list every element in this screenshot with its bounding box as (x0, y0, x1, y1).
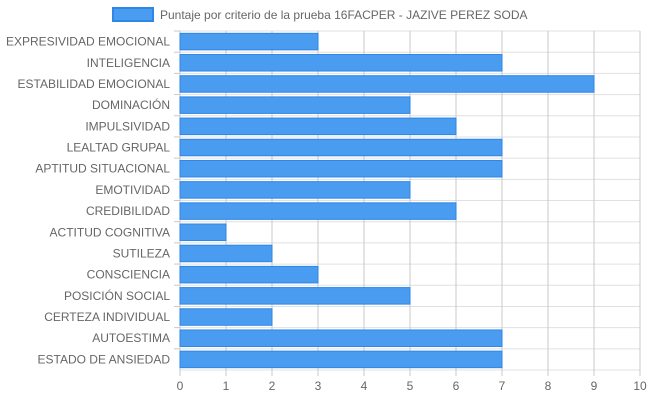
bar[interactable] (179, 117, 457, 136)
category-label: DOMINACIÓN (92, 97, 170, 112)
legend-swatch (112, 7, 154, 22)
category-label: EMOTIVIDAD (95, 183, 170, 197)
category-label: APTITUD SITUACIONAL (35, 162, 170, 176)
category-label: ESTABILIDAD EMOCIONAL (18, 77, 171, 91)
bars (179, 32, 595, 369)
bar[interactable] (179, 75, 595, 93)
category-label: CREDIBILIDAD (86, 204, 170, 218)
bar[interactable] (179, 138, 503, 157)
bar[interactable] (179, 32, 319, 51)
y-axis-labels: EXPRESIVIDAD EMOCIONAL INTELIGENCIA ESTABI… (6, 35, 170, 367)
category-label: CONSCIENCIA (87, 268, 170, 282)
x-tick-label: 0 (177, 379, 184, 393)
x-tick-label: 7 (499, 379, 506, 393)
x-axis-labels: 0 1 2 3 4 5 6 7 8 9 10 (177, 379, 647, 393)
category-label: ACTITUD COGNITIVA (50, 225, 170, 239)
x-tick-label: 2 (269, 379, 276, 393)
legend[interactable]: Puntaje por criterio de la prueba 16FACP… (112, 7, 528, 22)
bar[interactable] (179, 350, 503, 369)
category-label: INTELIGENCIA (87, 56, 170, 70)
x-tick-label: 10 (633, 379, 647, 393)
bar[interactable] (179, 54, 503, 72)
x-tick-label: 4 (361, 379, 368, 393)
bar[interactable] (179, 223, 227, 242)
category-label: POSICIÓN SOCIAL (64, 288, 170, 303)
bar[interactable] (179, 308, 273, 326)
category-label: ESTADO DE ANSIEDAD (38, 352, 171, 366)
bar[interactable] (179, 96, 411, 114)
bar[interactable] (179, 329, 503, 347)
x-tick-label: 6 (453, 379, 460, 393)
bar[interactable] (179, 181, 411, 199)
x-tick-label: 3 (315, 379, 322, 393)
bar[interactable] (179, 287, 411, 305)
bar[interactable] (179, 202, 457, 220)
x-tick-label: 5 (407, 379, 414, 393)
x-tick-label: 1 (223, 379, 230, 393)
category-label: IMPULSIVIDAD (85, 119, 170, 133)
category-label: CERTEZA INDIVIDUAL (44, 310, 170, 324)
category-label: AUTOESTIMA (92, 331, 170, 345)
legend-label: Puntaje por criterio de la prueba 16FACP… (160, 8, 528, 22)
bar[interactable] (179, 159, 503, 178)
bar[interactable] (179, 265, 319, 284)
x-tick-label: 9 (591, 379, 598, 393)
category-label: SUTILEZA (113, 246, 170, 260)
bar[interactable] (179, 244, 273, 263)
x-tick-label: 8 (545, 379, 552, 393)
category-label: EXPRESIVIDAD EMOCIONAL (6, 35, 170, 49)
category-label: LEALTAD GRUPAL (67, 141, 171, 155)
